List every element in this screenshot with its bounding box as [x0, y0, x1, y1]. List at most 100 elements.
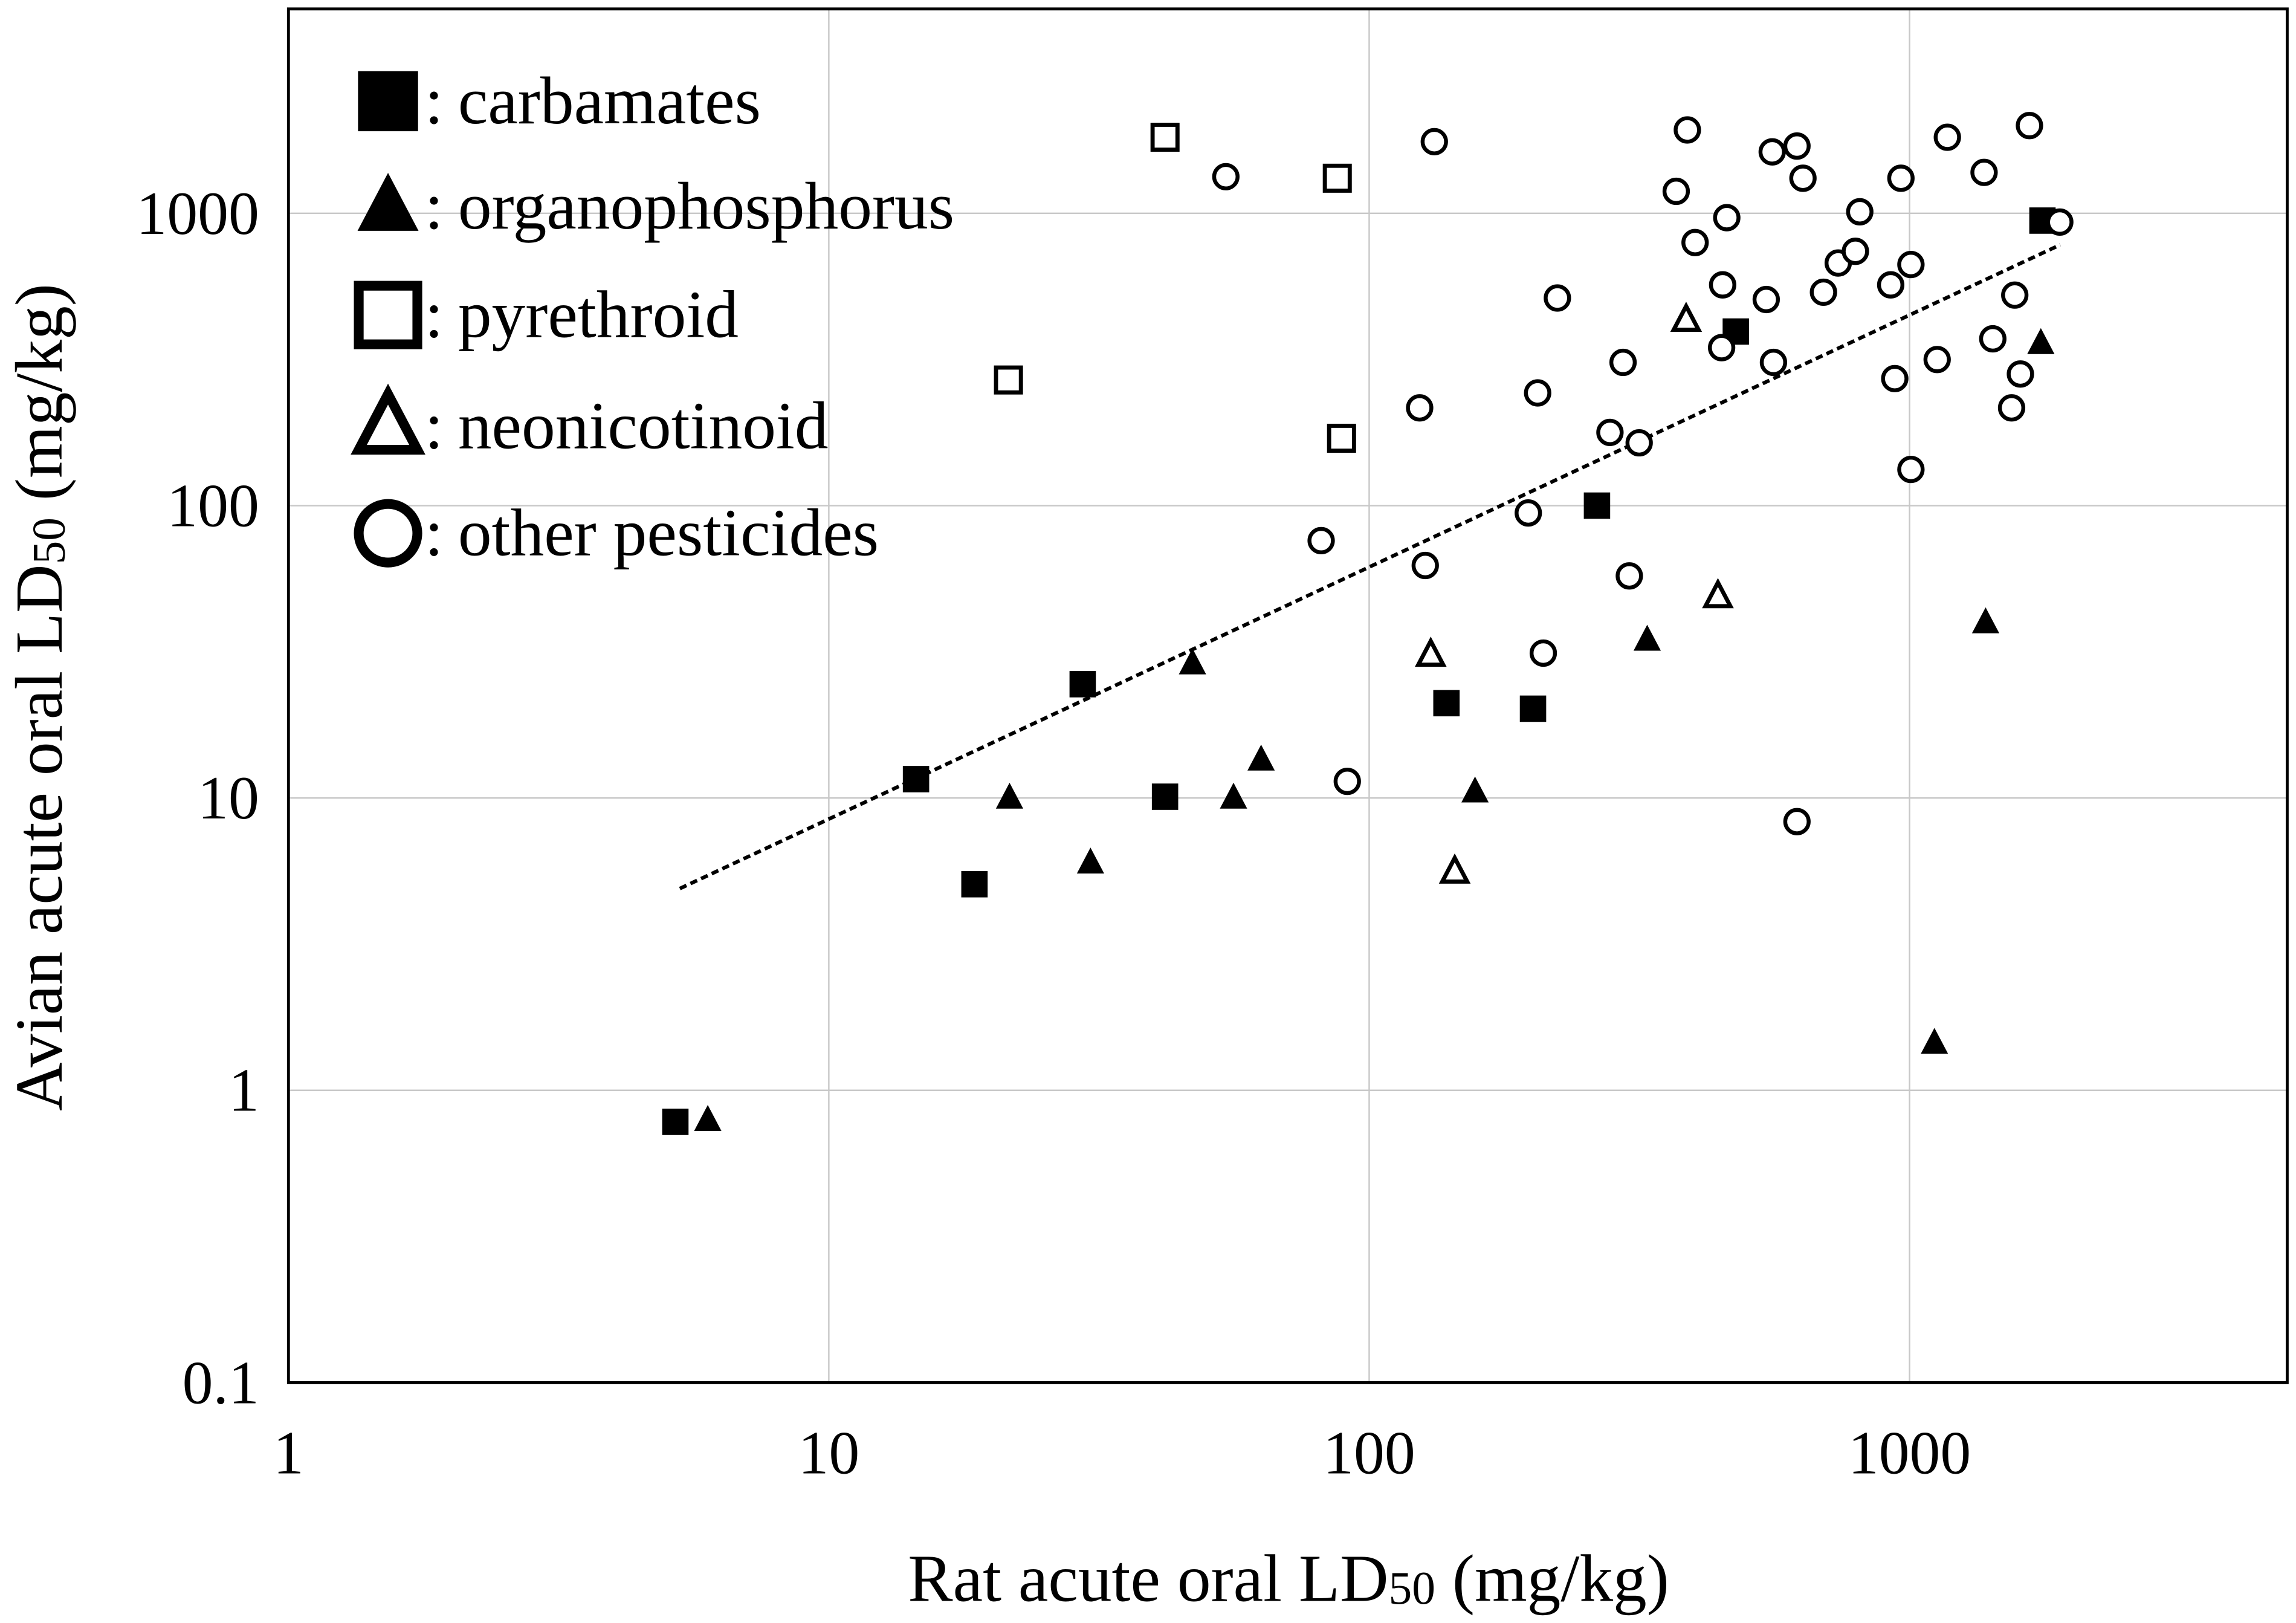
- data-point: [1759, 348, 1788, 377]
- data-point: [1971, 607, 2000, 633]
- data-point: [2046, 208, 2074, 236]
- data-point: [1758, 138, 1786, 166]
- data-point: [1220, 782, 1247, 809]
- x-tick-label: 10: [798, 1419, 860, 1488]
- data-point: [1307, 526, 1335, 555]
- plot-frame: [286, 7, 2289, 1384]
- x-tick-label: 1: [273, 1419, 304, 1488]
- data-point: [2001, 281, 2029, 309]
- y-tick-label: 100: [167, 471, 259, 540]
- data-point: [1707, 334, 1736, 361]
- data-point: [1461, 776, 1489, 803]
- data-point: [662, 1109, 689, 1135]
- legend-label: : neonicotinoid: [425, 389, 829, 464]
- legend-label: : carbamates: [425, 64, 761, 138]
- data-point: [1069, 671, 1096, 698]
- data-point: [1529, 639, 1557, 667]
- data-point: [1438, 853, 1471, 884]
- x-tick-label: 1000: [1848, 1419, 1971, 1488]
- data-point: [2007, 360, 2034, 388]
- data-point: [1887, 164, 1915, 192]
- data-point: [1809, 278, 1837, 306]
- legend-separator: :: [425, 278, 444, 352]
- data-point: [1897, 250, 1925, 279]
- trend-line: [679, 243, 2062, 890]
- data-point: [1783, 132, 1811, 160]
- data-point: [1897, 455, 1925, 484]
- data-point: [1583, 492, 1611, 519]
- data-point: [1752, 285, 1780, 314]
- legend-separator: :: [425, 496, 444, 571]
- data-point: [1702, 578, 1734, 609]
- data-point: [1713, 204, 1741, 232]
- y-label-text: Avian acute oral LD: [2, 564, 77, 1111]
- data-point: [1179, 648, 1206, 675]
- y-tick-label: 10: [198, 764, 259, 832]
- data-point: [1970, 158, 1998, 186]
- legend-label: : pyrethroid: [425, 278, 739, 352]
- y-label-text: (mg/kg): [2, 283, 77, 517]
- data-point: [1670, 302, 1703, 332]
- data-point: [1247, 744, 1275, 771]
- data-point: [1789, 164, 1817, 192]
- data-point: [961, 870, 988, 898]
- data-point: [1662, 177, 1690, 206]
- data-point: [1681, 228, 1709, 256]
- data-point: [1433, 690, 1460, 717]
- data-point: [1933, 123, 1961, 151]
- legend-name: pyrethroid: [458, 278, 739, 352]
- data-point: [902, 766, 930, 792]
- x-label-text: (mg/kg): [1435, 1541, 1669, 1616]
- data-point: [1322, 163, 1352, 193]
- data-point: [1625, 429, 1653, 457]
- data-point: [1515, 499, 1542, 527]
- data-point: [1411, 551, 1439, 580]
- legend-marker: [351, 383, 425, 455]
- legend-name: neonicotinoid: [458, 389, 829, 464]
- x-tick-label: 100: [1323, 1419, 1415, 1488]
- y-tick-label: 1000: [136, 180, 259, 248]
- legend-marker: [354, 280, 422, 349]
- legend-name: organophosphorus: [458, 169, 954, 244]
- y-label-subscript: 50: [23, 517, 75, 565]
- legend-marker: [357, 172, 419, 231]
- data-point: [1979, 325, 2007, 353]
- data-point: [1420, 128, 1448, 155]
- x-axis-label: Rat acute oral LD50 (mg/kg): [908, 1541, 1669, 1616]
- y-axis-label: Avian acute oral LD50 (mg/kg): [2, 283, 77, 1111]
- data-point: [1842, 238, 1869, 265]
- legend-marker: [358, 71, 418, 132]
- data-point: [994, 365, 1023, 395]
- data-point: [1333, 767, 1361, 795]
- data-point: [1709, 271, 1736, 299]
- x-label-subscript: 50: [1388, 1562, 1435, 1614]
- legend-label: : other pesticides: [425, 496, 879, 571]
- legend-separator: :: [425, 389, 444, 464]
- data-point: [1406, 394, 1434, 422]
- legend-name: carbamates: [458, 64, 761, 138]
- data-point: [1615, 562, 1643, 590]
- x-label-text: Rat acute oral LD: [908, 1541, 1388, 1616]
- data-point: [694, 1105, 722, 1131]
- y-tick-label: 1: [228, 1057, 259, 1125]
- data-point: [1881, 364, 1909, 392]
- data-point: [1519, 695, 1547, 722]
- data-point: [1524, 379, 1551, 407]
- data-point: [1877, 271, 1905, 299]
- y-tick-label: 0.1: [183, 1349, 259, 1417]
- data-point: [1783, 808, 1811, 835]
- data-point: [1633, 624, 1661, 651]
- data-point: [995, 782, 1024, 809]
- data-point: [1415, 637, 1447, 667]
- data-point: [1609, 348, 1637, 377]
- data-point: [1544, 284, 1571, 312]
- data-point: [1150, 123, 1180, 152]
- data-point: [1923, 346, 1951, 374]
- legend-label: : organophosphorus: [425, 169, 955, 244]
- legend-separator: :: [425, 64, 444, 138]
- data-point: [1076, 847, 1104, 874]
- data-point: [1212, 163, 1240, 190]
- data-point: [1151, 783, 1179, 810]
- legend-separator: :: [425, 169, 444, 244]
